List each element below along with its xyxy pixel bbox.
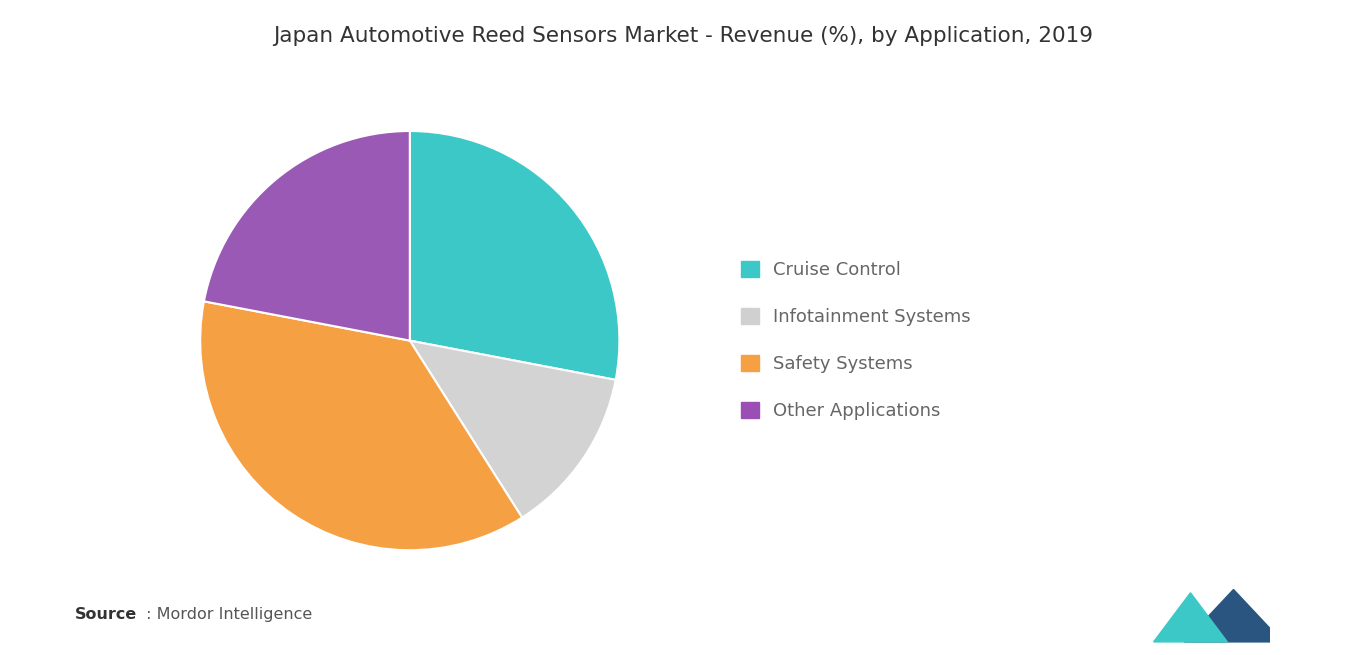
- Wedge shape: [410, 341, 616, 517]
- Text: Japan Automotive Reed Sensors Market - Revenue (%), by Application, 2019: Japan Automotive Reed Sensors Market - R…: [273, 26, 1093, 47]
- Wedge shape: [410, 131, 619, 380]
- Polygon shape: [1184, 590, 1283, 642]
- Polygon shape: [1153, 593, 1227, 642]
- Text: Source: Source: [75, 607, 138, 622]
- Wedge shape: [204, 131, 410, 341]
- Wedge shape: [201, 301, 522, 550]
- Text: : Mordor Intelligence: : Mordor Intelligence: [141, 607, 311, 622]
- Legend: Cruise Control, Infotainment Systems, Safety Systems, Other Applications: Cruise Control, Infotainment Systems, Sa…: [723, 243, 989, 438]
